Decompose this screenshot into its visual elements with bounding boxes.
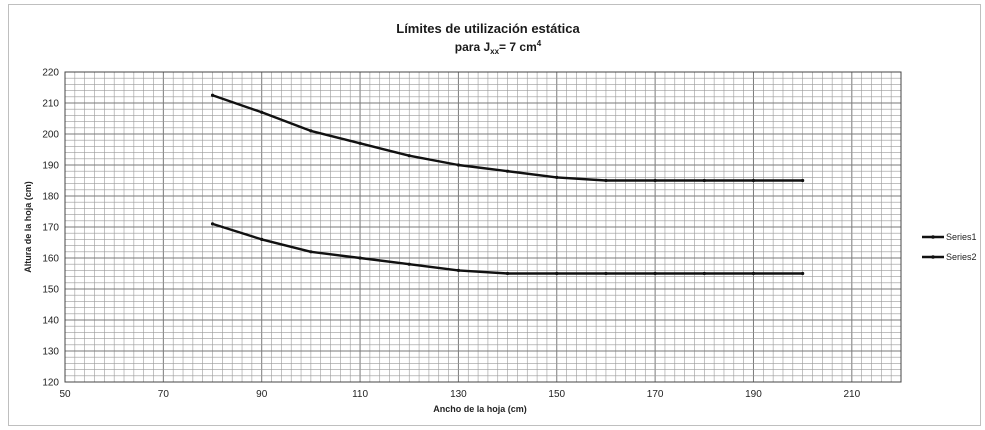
data-point [801, 271, 805, 276]
data-point [702, 271, 706, 276]
data-point [358, 256, 362, 260]
y-tick-label: 180 [42, 192, 59, 203]
y-tick-label: 160 [42, 254, 59, 265]
data-point [407, 154, 411, 158]
y-tick-label: 210 [42, 99, 59, 110]
data-point [505, 271, 510, 276]
axis-ticks: 50 70 90 110 130 150 170 190 210 120 130 140 150 160 1… [42, 68, 860, 401]
data-point [407, 262, 411, 266]
x-tick-label: 110 [352, 389, 368, 400]
x-tick-label: 190 [745, 389, 762, 400]
data-point [210, 93, 215, 97]
data-point [358, 141, 362, 145]
data-point [260, 237, 264, 241]
y-tick-label: 140 [42, 316, 59, 327]
legend-label: Series1 [946, 232, 977, 242]
data-point [604, 271, 608, 276]
data-point [751, 178, 756, 183]
x-tick-label: 150 [548, 389, 565, 400]
y-tick-label: 130 [42, 347, 59, 358]
data-point [309, 129, 313, 133]
data-point [456, 163, 461, 167]
x-tick-label: 170 [647, 389, 664, 400]
chart-title: Límites de utilización estática [396, 21, 580, 36]
data-point [653, 178, 657, 183]
y-tick-label: 220 [42, 68, 59, 79]
legend-marker [931, 255, 935, 259]
x-tick-label: 50 [59, 389, 71, 400]
data-point [751, 271, 756, 276]
x-tick-label: 210 [843, 389, 860, 400]
data-point [702, 178, 706, 183]
plot-area [64, 71, 902, 383]
y-tick-label: 150 [42, 285, 59, 296]
y-axis-title: Altura de la hoja (cm) [23, 181, 33, 273]
data-point [309, 250, 313, 254]
data-point [260, 110, 264, 114]
data-point [555, 175, 559, 179]
x-tick-label: 70 [158, 389, 170, 400]
gridlines [64, 71, 902, 383]
data-point [801, 178, 805, 183]
data-point [210, 222, 215, 226]
data-point [555, 271, 559, 276]
data-point [505, 169, 510, 173]
y-tick-label: 200 [42, 130, 59, 141]
x-tick-label: 90 [256, 389, 268, 400]
x-axis-title: Ancho de la hoja (cm) [433, 404, 527, 414]
data-point [653, 271, 657, 276]
y-tick-label: 120 [42, 378, 59, 389]
chart-subtitle: para Jxx= 7 cm4 [455, 39, 542, 56]
series-lines [210, 93, 805, 276]
data-point [604, 178, 608, 183]
y-tick-label: 190 [42, 161, 59, 172]
legend: Series1 Series2 [922, 232, 977, 262]
x-tick-label: 130 [450, 389, 467, 400]
data-point [456, 268, 461, 272]
legend-marker [931, 235, 935, 239]
chart-frame [8, 4, 981, 426]
legend-label: Series2 [946, 252, 977, 262]
y-tick-label: 170 [42, 223, 59, 234]
